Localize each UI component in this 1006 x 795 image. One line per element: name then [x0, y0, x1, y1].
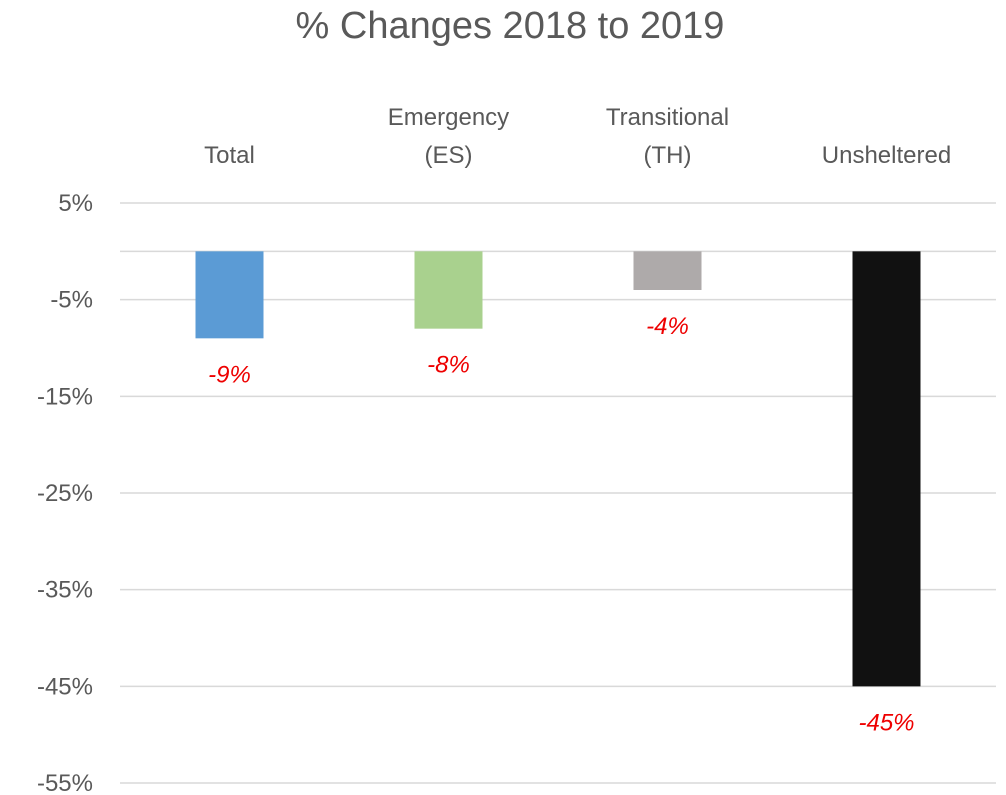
- bar: [634, 251, 702, 290]
- category-label: (TH): [644, 142, 692, 169]
- data-label: -4%: [646, 313, 689, 340]
- category-label: (ES): [425, 142, 473, 169]
- y-tick-label: -5%: [50, 287, 93, 314]
- data-label: -45%: [858, 709, 914, 736]
- chart-title: % Changes 2018 to 2019: [296, 5, 725, 47]
- y-tick-label: -45%: [37, 673, 93, 700]
- data-labels: -9% -8% -4% -45%: [208, 313, 914, 736]
- bar: [853, 251, 921, 686]
- y-tick-label: 5%: [58, 190, 93, 217]
- y-axis-ticks: 5% -5% -15% -25% -35% -45% -55%: [37, 190, 93, 795]
- data-label: -8%: [427, 352, 470, 379]
- y-tick-label: -15%: [37, 383, 93, 410]
- data-label: -9%: [208, 361, 251, 388]
- category-label: Transitional: [606, 104, 729, 131]
- y-tick-label: -25%: [37, 480, 93, 507]
- category-label: Unsheltered: [822, 142, 951, 169]
- category-label: Emergency: [388, 104, 509, 131]
- bars: [196, 251, 921, 686]
- category-label: Total: [204, 142, 255, 169]
- bar: [196, 251, 264, 338]
- bar: [415, 251, 483, 328]
- y-tick-label: -35%: [37, 577, 93, 604]
- y-tick-label: -55%: [37, 770, 93, 795]
- category-labels: Total Emergency (ES) Transitional (TH) Unshel…: [204, 104, 951, 169]
